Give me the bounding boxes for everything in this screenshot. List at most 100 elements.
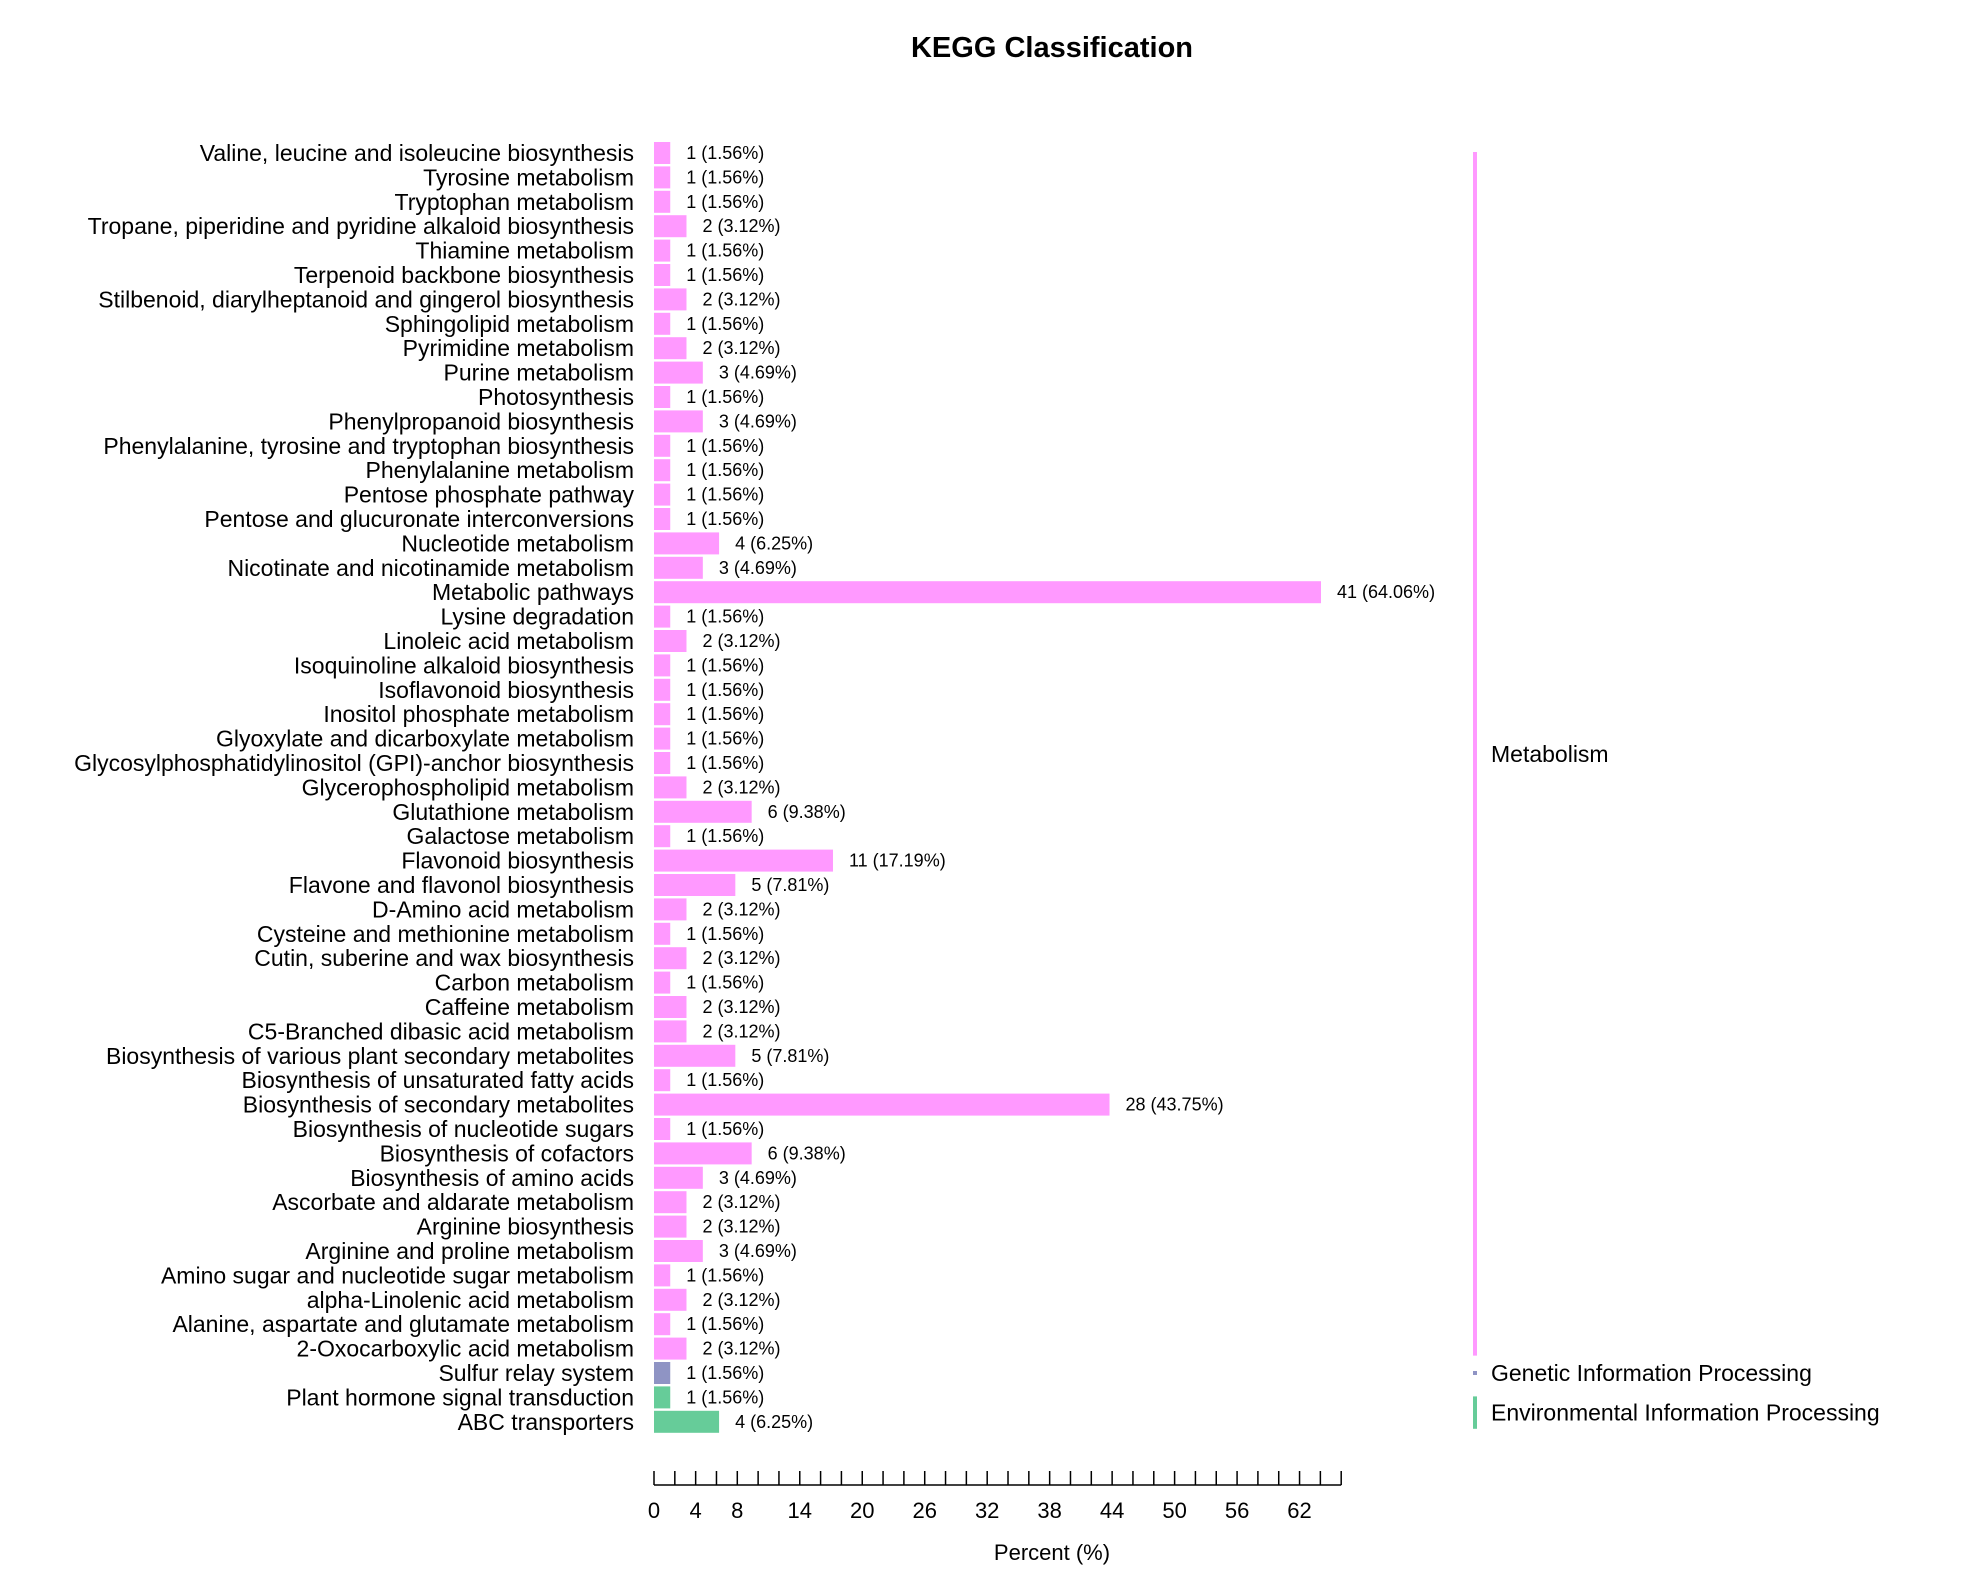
value-label: 3 (4.69%) bbox=[719, 1241, 797, 1261]
group-legend: Metabolism Genetic Information Processing… bbox=[1473, 152, 1880, 1429]
bars-layer bbox=[654, 142, 1321, 1433]
bar bbox=[654, 1240, 703, 1262]
bar bbox=[654, 727, 671, 750]
value-label: 1 (1.56%) bbox=[686, 387, 764, 407]
bar bbox=[654, 190, 671, 213]
category-label: Linoleic acid metabolism bbox=[383, 628, 634, 654]
category-label: Alanine, aspartate and glutamate metabol… bbox=[172, 1311, 634, 1337]
bar bbox=[654, 264, 671, 286]
category-label: Caffeine metabolism bbox=[425, 994, 634, 1020]
value-label: 1 (1.56%) bbox=[686, 826, 764, 846]
bar bbox=[654, 312, 671, 335]
category-label: Inositol phosphate metabolism bbox=[323, 701, 634, 727]
category-label: D-Amino acid metabolism bbox=[372, 896, 634, 922]
category-label: Cutin, suberine and wax biosynthesis bbox=[254, 945, 634, 971]
category-label: Tryptophan metabolism bbox=[395, 189, 634, 215]
value-label: 1 (1.56%) bbox=[686, 680, 764, 700]
category-labels: Valine, leucine and isoleucine biosynthe… bbox=[74, 140, 634, 1435]
category-label: Lysine degradation bbox=[440, 604, 634, 630]
x-tick-label: 32 bbox=[975, 1498, 999, 1523]
x-tick-label: 38 bbox=[1037, 1498, 1061, 1523]
value-label: 1 (1.56%) bbox=[686, 241, 764, 261]
category-label: Biosynthesis of various plant secondary … bbox=[106, 1043, 634, 1069]
category-label: Tyrosine metabolism bbox=[423, 164, 634, 190]
x-tick-label: 0 bbox=[648, 1498, 660, 1523]
value-label: 5 (7.81%) bbox=[751, 875, 829, 895]
x-tick-label: 50 bbox=[1162, 1498, 1186, 1523]
value-label: 1 (1.56%) bbox=[686, 1070, 764, 1090]
bar bbox=[654, 1142, 752, 1165]
value-label: 1 (1.56%) bbox=[686, 753, 764, 773]
bar bbox=[654, 1118, 671, 1140]
category-label: Phenylpropanoid biosynthesis bbox=[328, 408, 634, 434]
bar bbox=[654, 215, 687, 238]
category-label: Isoflavonoid biosynthesis bbox=[378, 677, 634, 703]
category-label: 2-Oxocarboxylic acid metabolism bbox=[297, 1336, 634, 1362]
value-label: 6 (9.38%) bbox=[768, 802, 846, 822]
value-label: 3 (4.69%) bbox=[719, 411, 797, 431]
bar bbox=[654, 239, 671, 262]
bar bbox=[654, 752, 671, 774]
value-label: 28 (43.75%) bbox=[1126, 1095, 1224, 1115]
bar bbox=[654, 605, 671, 628]
bar bbox=[654, 1313, 671, 1336]
bar bbox=[654, 1386, 671, 1409]
bar bbox=[654, 800, 752, 823]
group-label: Genetic Information Processing bbox=[1491, 1360, 1812, 1386]
category-label: Flavonoid biosynthesis bbox=[401, 848, 634, 874]
category-label: Cysteine and methionine metabolism bbox=[257, 921, 634, 947]
value-label: 1 (1.56%) bbox=[686, 1387, 764, 1407]
category-label: Pentose phosphate pathway bbox=[344, 482, 635, 508]
value-label: 2 (3.12%) bbox=[702, 1339, 780, 1359]
category-label: Photosynthesis bbox=[478, 384, 634, 410]
value-label: 1 (1.56%) bbox=[686, 485, 764, 505]
category-label: Biosynthesis of cofactors bbox=[380, 1140, 634, 1166]
value-label: 1 (1.56%) bbox=[686, 973, 764, 993]
bar bbox=[654, 874, 736, 896]
bar bbox=[654, 434, 671, 457]
value-label: 2 (3.12%) bbox=[702, 1021, 780, 1041]
category-label: Biosynthesis of unsaturated fatty acids bbox=[242, 1067, 635, 1093]
value-label: 1 (1.56%) bbox=[686, 1265, 764, 1285]
category-label: Nucleotide metabolism bbox=[401, 530, 634, 556]
x-tick-label: 44 bbox=[1100, 1498, 1124, 1523]
bar bbox=[654, 776, 687, 799]
bar bbox=[654, 849, 833, 872]
category-label: Thiamine metabolism bbox=[415, 238, 634, 264]
category-label: Galactose metabolism bbox=[406, 823, 634, 849]
category-label: Biosynthesis of secondary metabolites bbox=[243, 1092, 634, 1118]
category-label: Ascorbate and aldarate metabolism bbox=[272, 1189, 634, 1215]
value-label: 3 (4.69%) bbox=[719, 558, 797, 578]
bar bbox=[654, 898, 687, 921]
category-label: Nicotinate and nicotinamide metabolism bbox=[227, 555, 634, 581]
category-label: Biosynthesis of amino acids bbox=[350, 1165, 634, 1191]
category-label: Plant hormone signal transduction bbox=[286, 1384, 634, 1410]
bar bbox=[654, 1288, 687, 1311]
value-label: 1 (1.56%) bbox=[686, 1363, 764, 1383]
category-label: Stilbenoid, diarylheptanoid and gingerol… bbox=[98, 286, 634, 312]
category-label: C5-Branched dibasic acid metabolism bbox=[248, 1018, 634, 1044]
category-label: Glutathione metabolism bbox=[392, 799, 634, 825]
bar bbox=[654, 922, 671, 945]
category-label: Carbon metabolism bbox=[435, 970, 634, 996]
bar bbox=[654, 337, 687, 360]
bar bbox=[654, 1337, 687, 1360]
bar bbox=[654, 1044, 736, 1067]
bar bbox=[654, 630, 687, 652]
value-label: 2 (3.12%) bbox=[702, 1217, 780, 1237]
value-label: 1 (1.56%) bbox=[686, 1119, 764, 1139]
category-label: Arginine and proline metabolism bbox=[305, 1238, 634, 1264]
x-tick-label: 56 bbox=[1225, 1498, 1249, 1523]
value-label: 1 (1.56%) bbox=[686, 1314, 764, 1334]
bar bbox=[654, 1191, 687, 1214]
group-label: Environmental Information Processing bbox=[1491, 1400, 1880, 1426]
x-tick-label: 14 bbox=[788, 1498, 812, 1523]
bar bbox=[654, 971, 671, 994]
category-label: Phenylalanine metabolism bbox=[366, 457, 635, 483]
value-label: 4 (6.25%) bbox=[735, 533, 813, 553]
value-label: 2 (3.12%) bbox=[702, 777, 780, 797]
bar bbox=[654, 410, 703, 433]
value-label: 2 (3.12%) bbox=[702, 1192, 780, 1212]
value-label: 2 (3.12%) bbox=[702, 631, 780, 651]
